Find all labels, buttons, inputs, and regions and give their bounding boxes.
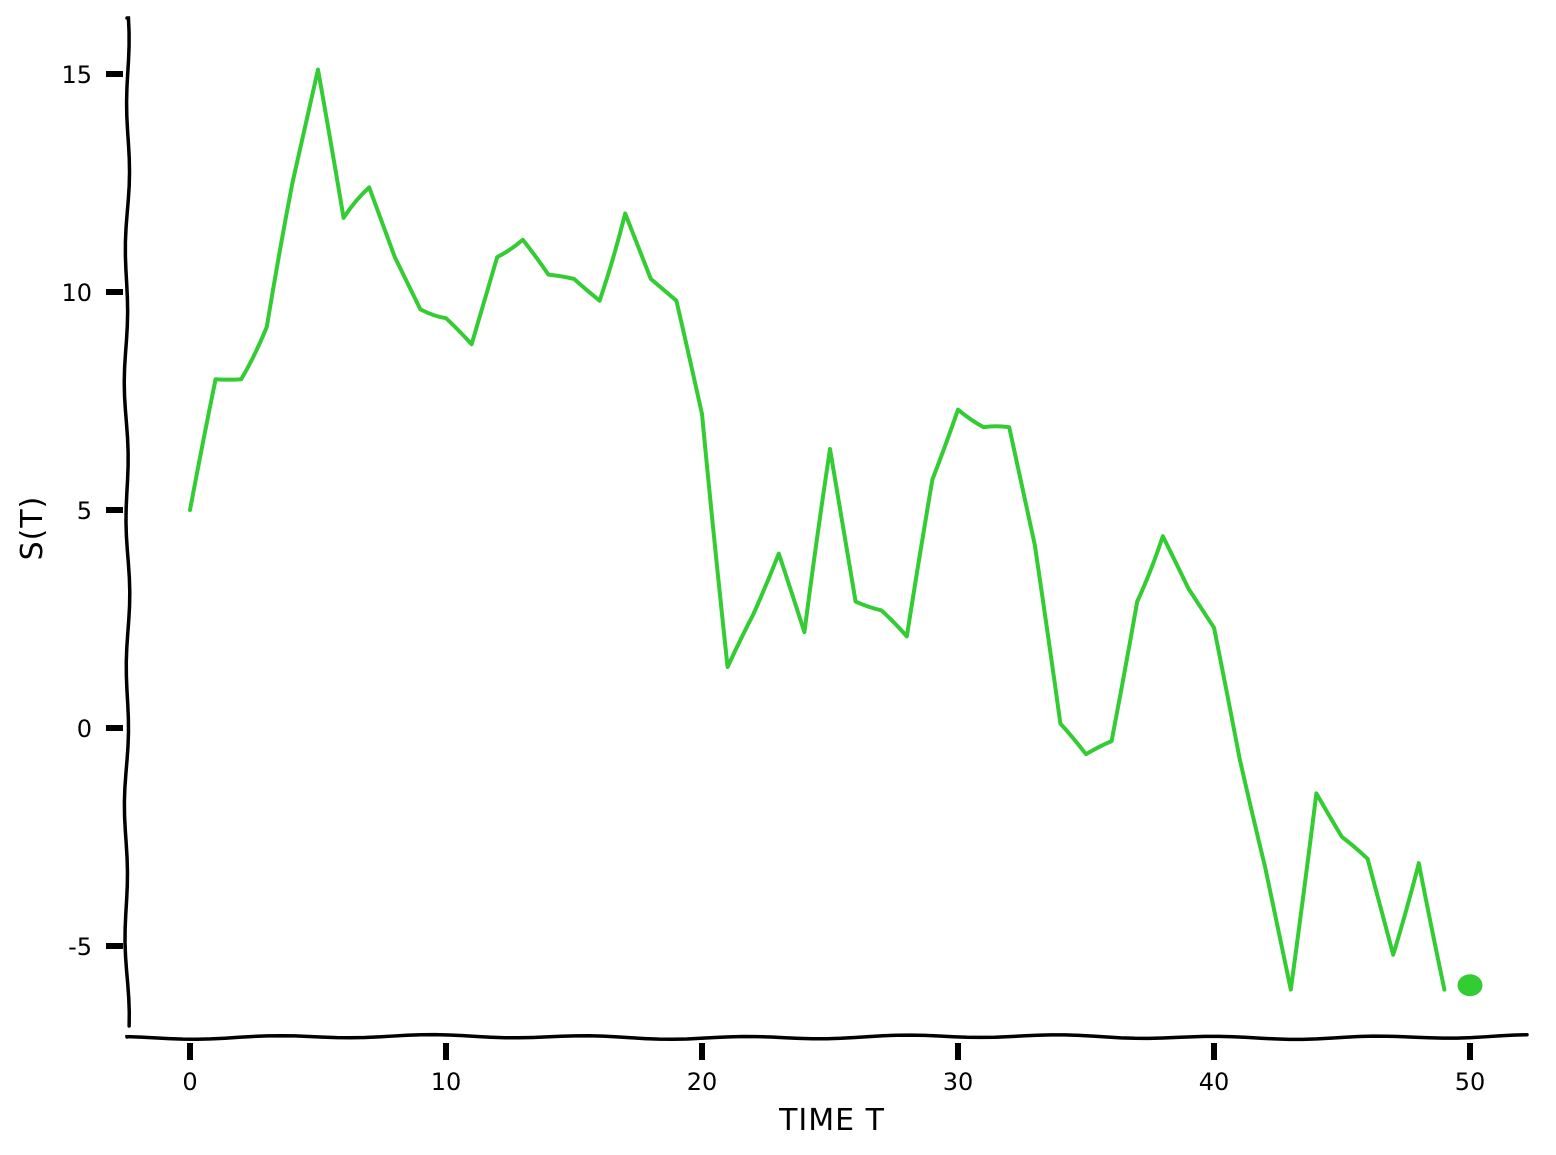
x-tick-label: 0: [182, 1068, 197, 1096]
x-tick-label: 10: [431, 1068, 462, 1096]
y-tick-label: -5: [68, 933, 92, 961]
x-tick-label: 30: [943, 1068, 974, 1096]
y-ticks: -5 0 5 10 15: [61, 61, 123, 961]
y-axis-group: -5 0 5 10 15: [61, 16, 132, 1028]
y-axis-label: S(T): [15, 496, 50, 561]
y-tick-label: 0: [77, 715, 92, 743]
x-axis-group: 0 10 20 30 40 50: [125, 1032, 1529, 1096]
y-tick-label: 5: [77, 497, 92, 525]
x-tick-label: 20: [687, 1068, 718, 1096]
x-tick-label: 40: [1199, 1068, 1230, 1096]
x-axis-line: [125, 1032, 1529, 1042]
series-line: [188, 67, 1447, 992]
y-tick-label: 15: [61, 61, 92, 89]
y-axis-line: [122, 16, 132, 1028]
x-axis-label: TIME T: [778, 1103, 885, 1138]
final-point-marker: [1457, 974, 1483, 997]
y-tick-label: 10: [61, 279, 92, 307]
x-tick-label: 50: [1455, 1068, 1486, 1096]
x-ticks: 0 10 20 30 40 50: [182, 1043, 1485, 1096]
plot-area: [188, 67, 1483, 997]
